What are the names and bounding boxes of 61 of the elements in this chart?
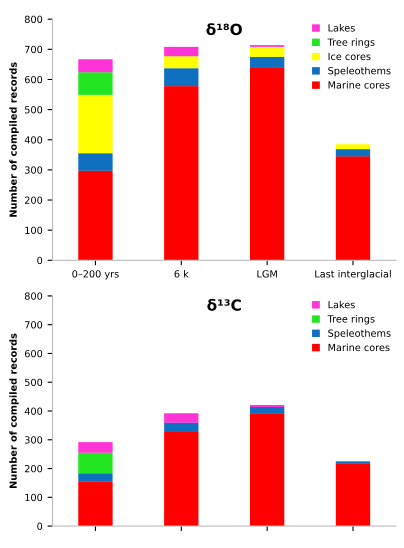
y-tick-label: 100 — [25, 494, 42, 502]
bar — [164, 413, 198, 423]
bar — [250, 67, 284, 260]
bar — [164, 56, 198, 68]
bar — [336, 144, 370, 150]
legend-label: Marine cores — [328, 344, 390, 352]
bar — [78, 59, 113, 72]
bar — [336, 461, 370, 464]
y-tick-label: 300 — [24, 436, 42, 444]
bar — [78, 72, 113, 95]
x-tick-label: 0–200 yrs — [72, 270, 119, 280]
bar — [164, 86, 198, 260]
y-tick-label: 700 — [25, 321, 42, 329]
bar — [78, 482, 113, 526]
bar — [250, 56, 284, 68]
y-tick-label: 200 — [24, 196, 42, 204]
bar — [250, 414, 284, 526]
bar — [164, 431, 198, 526]
y-tick-label: 0 — [37, 522, 42, 530]
y-tick-label: 200 — [24, 465, 42, 472]
x-tick-label: LGM — [257, 270, 277, 278]
bar — [164, 422, 198, 432]
bar — [336, 156, 370, 260]
y-tick-label: 800 — [24, 292, 42, 300]
y-tick-label: 600 — [24, 76, 42, 84]
y-tick-label: 600 — [24, 350, 42, 358]
y-tick-label: 500 — [24, 378, 42, 386]
bar — [164, 68, 198, 86]
bar — [78, 94, 113, 154]
bar — [78, 442, 113, 453]
y-tick-label: 300 — [24, 166, 42, 174]
y-tick-label: 0 — [37, 256, 42, 264]
y-tick-label: 400 — [24, 136, 42, 144]
legend-label: Tree rings — [328, 38, 375, 48]
y-tick-label: 500 — [24, 106, 42, 114]
x-tick-label: 6 k — [174, 270, 189, 278]
y-axis-title: Number of compiled records — [9, 62, 19, 217]
legend-label: Marine cores — [328, 81, 390, 89]
bar — [164, 46, 198, 56]
legend-label: Speleothems — [328, 66, 391, 76]
legend-label: Speleothems — [328, 329, 391, 339]
bar — [250, 406, 284, 414]
y-tick-label: 400 — [24, 407, 42, 415]
bar — [250, 46, 284, 57]
bar — [78, 153, 113, 171]
legend-label: Ice cores — [328, 52, 371, 60]
legend-label: Tree rings — [328, 315, 375, 324]
x-tick-label: Last interglacial — [315, 270, 391, 280]
y-tick-label: 700 — [25, 46, 42, 54]
y-tick-label: 800 — [24, 16, 42, 24]
bar — [78, 473, 113, 482]
bar — [336, 149, 370, 156]
bar — [78, 170, 113, 260]
legend-label: Lakes — [328, 300, 355, 308]
chart-title: δ¹³C — [207, 298, 241, 311]
legend-label: Lakes — [328, 24, 355, 32]
bar — [78, 452, 113, 474]
bar — [336, 464, 370, 526]
chart-title: δ¹⁸O — [206, 23, 242, 36]
y-axis-title: Number of compiled records — [9, 334, 19, 488]
y-tick-label: 100 — [25, 226, 42, 234]
